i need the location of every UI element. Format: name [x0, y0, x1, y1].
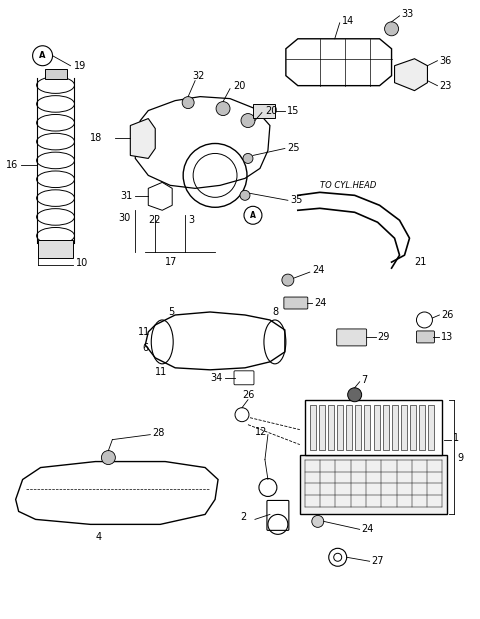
- Bar: [392, 405, 398, 449]
- Text: 20: 20: [233, 80, 245, 90]
- Text: 17: 17: [165, 257, 178, 267]
- Bar: [45, 69, 67, 79]
- Text: 22: 22: [148, 215, 161, 225]
- Text: 32: 32: [192, 71, 204, 80]
- Text: 4: 4: [96, 532, 102, 542]
- Polygon shape: [130, 119, 155, 158]
- Polygon shape: [16, 462, 218, 524]
- Bar: [346, 405, 352, 449]
- Text: 5: 5: [168, 307, 174, 317]
- Bar: [383, 405, 389, 449]
- FancyBboxPatch shape: [417, 331, 434, 343]
- Bar: [355, 405, 361, 449]
- Circle shape: [384, 22, 398, 36]
- Bar: [410, 405, 416, 449]
- Text: 34: 34: [210, 373, 222, 383]
- Bar: [401, 405, 407, 449]
- Polygon shape: [286, 39, 392, 85]
- Text: 28: 28: [152, 428, 165, 438]
- Text: 12: 12: [255, 426, 267, 436]
- Text: 23: 23: [439, 80, 452, 90]
- Text: 35: 35: [290, 196, 302, 206]
- Text: 3: 3: [188, 215, 194, 225]
- Text: 20: 20: [265, 106, 277, 116]
- Bar: [253, 103, 275, 118]
- Text: 2: 2: [240, 513, 246, 522]
- Polygon shape: [148, 183, 172, 210]
- FancyBboxPatch shape: [234, 371, 254, 385]
- Text: 6: 6: [142, 343, 148, 353]
- Text: 30: 30: [119, 214, 131, 223]
- Polygon shape: [135, 97, 270, 188]
- Bar: [310, 405, 316, 449]
- Text: 36: 36: [439, 56, 452, 66]
- Text: 27: 27: [372, 556, 384, 566]
- Text: 26: 26: [442, 310, 454, 320]
- Text: 24: 24: [314, 298, 326, 308]
- Text: 21: 21: [415, 257, 427, 267]
- Polygon shape: [145, 312, 285, 370]
- Text: 11: 11: [138, 327, 151, 337]
- Circle shape: [240, 191, 250, 201]
- FancyBboxPatch shape: [284, 297, 308, 309]
- Circle shape: [101, 451, 115, 464]
- Circle shape: [182, 97, 194, 108]
- Text: 11: 11: [155, 367, 168, 377]
- Bar: [305, 400, 443, 454]
- Circle shape: [216, 102, 230, 116]
- Polygon shape: [395, 59, 428, 90]
- Text: TO CYL.HEAD: TO CYL.HEAD: [320, 181, 376, 190]
- Bar: [300, 454, 447, 514]
- Bar: [337, 405, 343, 449]
- Circle shape: [282, 274, 294, 286]
- Text: 9: 9: [457, 452, 464, 462]
- Text: 29: 29: [378, 332, 390, 342]
- Text: 16: 16: [6, 160, 18, 170]
- Circle shape: [312, 516, 324, 527]
- Bar: [428, 405, 434, 449]
- Text: 8: 8: [272, 307, 278, 317]
- FancyBboxPatch shape: [267, 500, 289, 530]
- Text: 24: 24: [312, 265, 324, 275]
- Text: A: A: [250, 211, 256, 220]
- Circle shape: [348, 387, 361, 402]
- Bar: [373, 405, 380, 449]
- Text: 1: 1: [454, 433, 459, 443]
- Text: 10: 10: [75, 258, 88, 268]
- Text: A: A: [39, 51, 46, 60]
- Text: 19: 19: [73, 61, 86, 71]
- Bar: [319, 405, 325, 449]
- Text: 13: 13: [442, 332, 454, 342]
- Bar: [419, 405, 425, 449]
- Circle shape: [241, 113, 255, 128]
- Text: 15: 15: [287, 106, 299, 116]
- Circle shape: [243, 154, 253, 163]
- Text: 33: 33: [402, 9, 414, 19]
- Text: 7: 7: [361, 374, 368, 385]
- Text: 24: 24: [361, 524, 374, 534]
- Text: 26: 26: [242, 390, 254, 400]
- Text: 18: 18: [90, 134, 103, 144]
- Bar: [37, 240, 73, 258]
- Text: 31: 31: [120, 191, 132, 201]
- Text: 25: 25: [287, 144, 300, 154]
- Bar: [364, 405, 371, 449]
- FancyBboxPatch shape: [336, 329, 367, 346]
- Bar: [328, 405, 334, 449]
- Text: 14: 14: [342, 16, 354, 26]
